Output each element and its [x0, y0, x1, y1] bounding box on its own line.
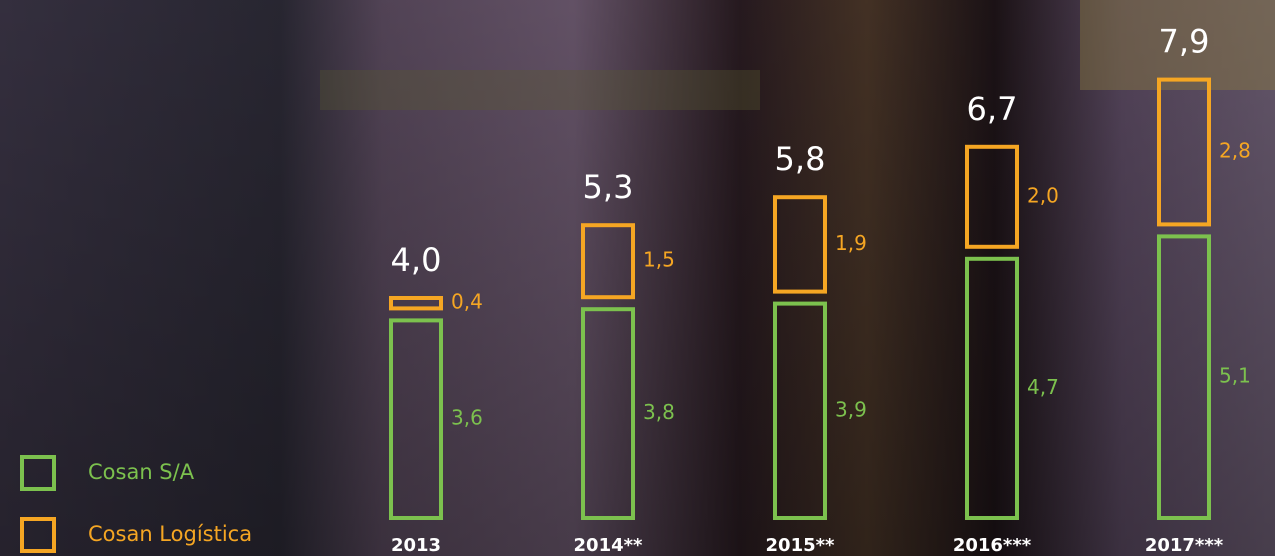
x-tick-label: 2015** — [766, 535, 836, 556]
total-label: 7,9 — [1159, 23, 1210, 61]
x-tick-label: 2014** — [574, 535, 644, 556]
legend-label: Cosan S/A — [88, 460, 195, 484]
value-label: 0,4 — [451, 290, 483, 314]
value-label: 2,8 — [1219, 139, 1251, 163]
total-label: 5,8 — [775, 140, 826, 178]
value-label: 5,1 — [1219, 364, 1251, 388]
total-label: 6,7 — [967, 90, 1018, 128]
x-tick-label: 2016*** — [953, 535, 1032, 556]
value-label: 4,7 — [1027, 375, 1059, 399]
value-label: 3,8 — [643, 400, 675, 424]
chart: 3,6 0,4 4,0 2013 3,8 1,5 5,3 2014** 3,9 1,9 5,8 201… — [0, 0, 1275, 556]
total-label: 4,0 — [391, 241, 442, 279]
x-tick-label: 2017*** — [1145, 535, 1224, 556]
value-label: 2,0 — [1027, 183, 1059, 207]
legend-label: Cosan Logística — [88, 522, 252, 546]
value-label: 1,9 — [835, 231, 867, 255]
value-label: 3,6 — [451, 406, 483, 430]
background-band — [320, 70, 760, 110]
total-label: 5,3 — [583, 168, 634, 206]
value-label: 1,5 — [643, 248, 675, 272]
value-label: 3,9 — [835, 397, 867, 421]
x-tick-label: 2013 — [391, 535, 441, 556]
